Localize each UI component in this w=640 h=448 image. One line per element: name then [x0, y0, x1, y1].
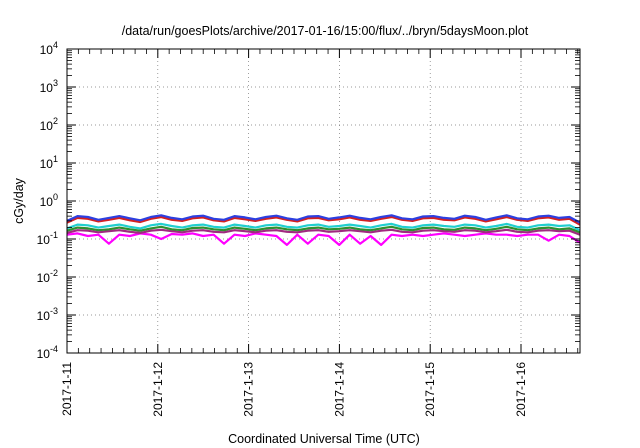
- y-tick-label: 100: [40, 192, 58, 209]
- series-line: [66, 225, 581, 234]
- x-tick-label: 2017-1-15: [423, 362, 437, 417]
- y-tick-label: 102: [40, 116, 58, 133]
- y-tick-label: 10-3: [37, 306, 58, 323]
- axis-ticks: [66, 48, 580, 354]
- x-tick-label: 2017-1-14: [332, 362, 346, 417]
- series-line: [66, 215, 581, 226]
- y-tick-label: 10-1: [37, 230, 58, 247]
- series-line: [66, 228, 581, 236]
- series-layer: [66, 214, 581, 246]
- x-tick-label: 2017-1-16: [514, 362, 528, 417]
- y-tick-label: 104: [40, 40, 58, 57]
- y-tick-label: 101: [40, 154, 58, 171]
- series-line: [66, 222, 581, 232]
- grid-lines: [67, 49, 580, 353]
- series-line: [66, 232, 581, 246]
- y-axis-label: cGy/day: [12, 177, 26, 224]
- series-line: [66, 214, 581, 224]
- y-tick-labels: 10-4 10-3 10-2 10-1 100 101 102 103 104: [37, 40, 58, 361]
- x-tick-label: 2017-1-13: [242, 362, 256, 417]
- y-tick-label: 10-4: [37, 344, 58, 361]
- x-tick-label: 2017-1-12: [151, 362, 165, 417]
- chart-title: /data/run/goesPlots/archive/2017-01-16/1…: [122, 24, 529, 38]
- y-tick-label: 103: [40, 78, 58, 95]
- x-tick-labels: 2017-1-11 2017-1-12 2017-1-13 2017-1-14 2017…: [60, 362, 528, 417]
- y-tick-label: 10-2: [37, 268, 58, 285]
- x-axis-label: Coordinated Universal Time (UTC): [228, 432, 420, 446]
- x-tick-label: 2017-1-11: [60, 362, 74, 416]
